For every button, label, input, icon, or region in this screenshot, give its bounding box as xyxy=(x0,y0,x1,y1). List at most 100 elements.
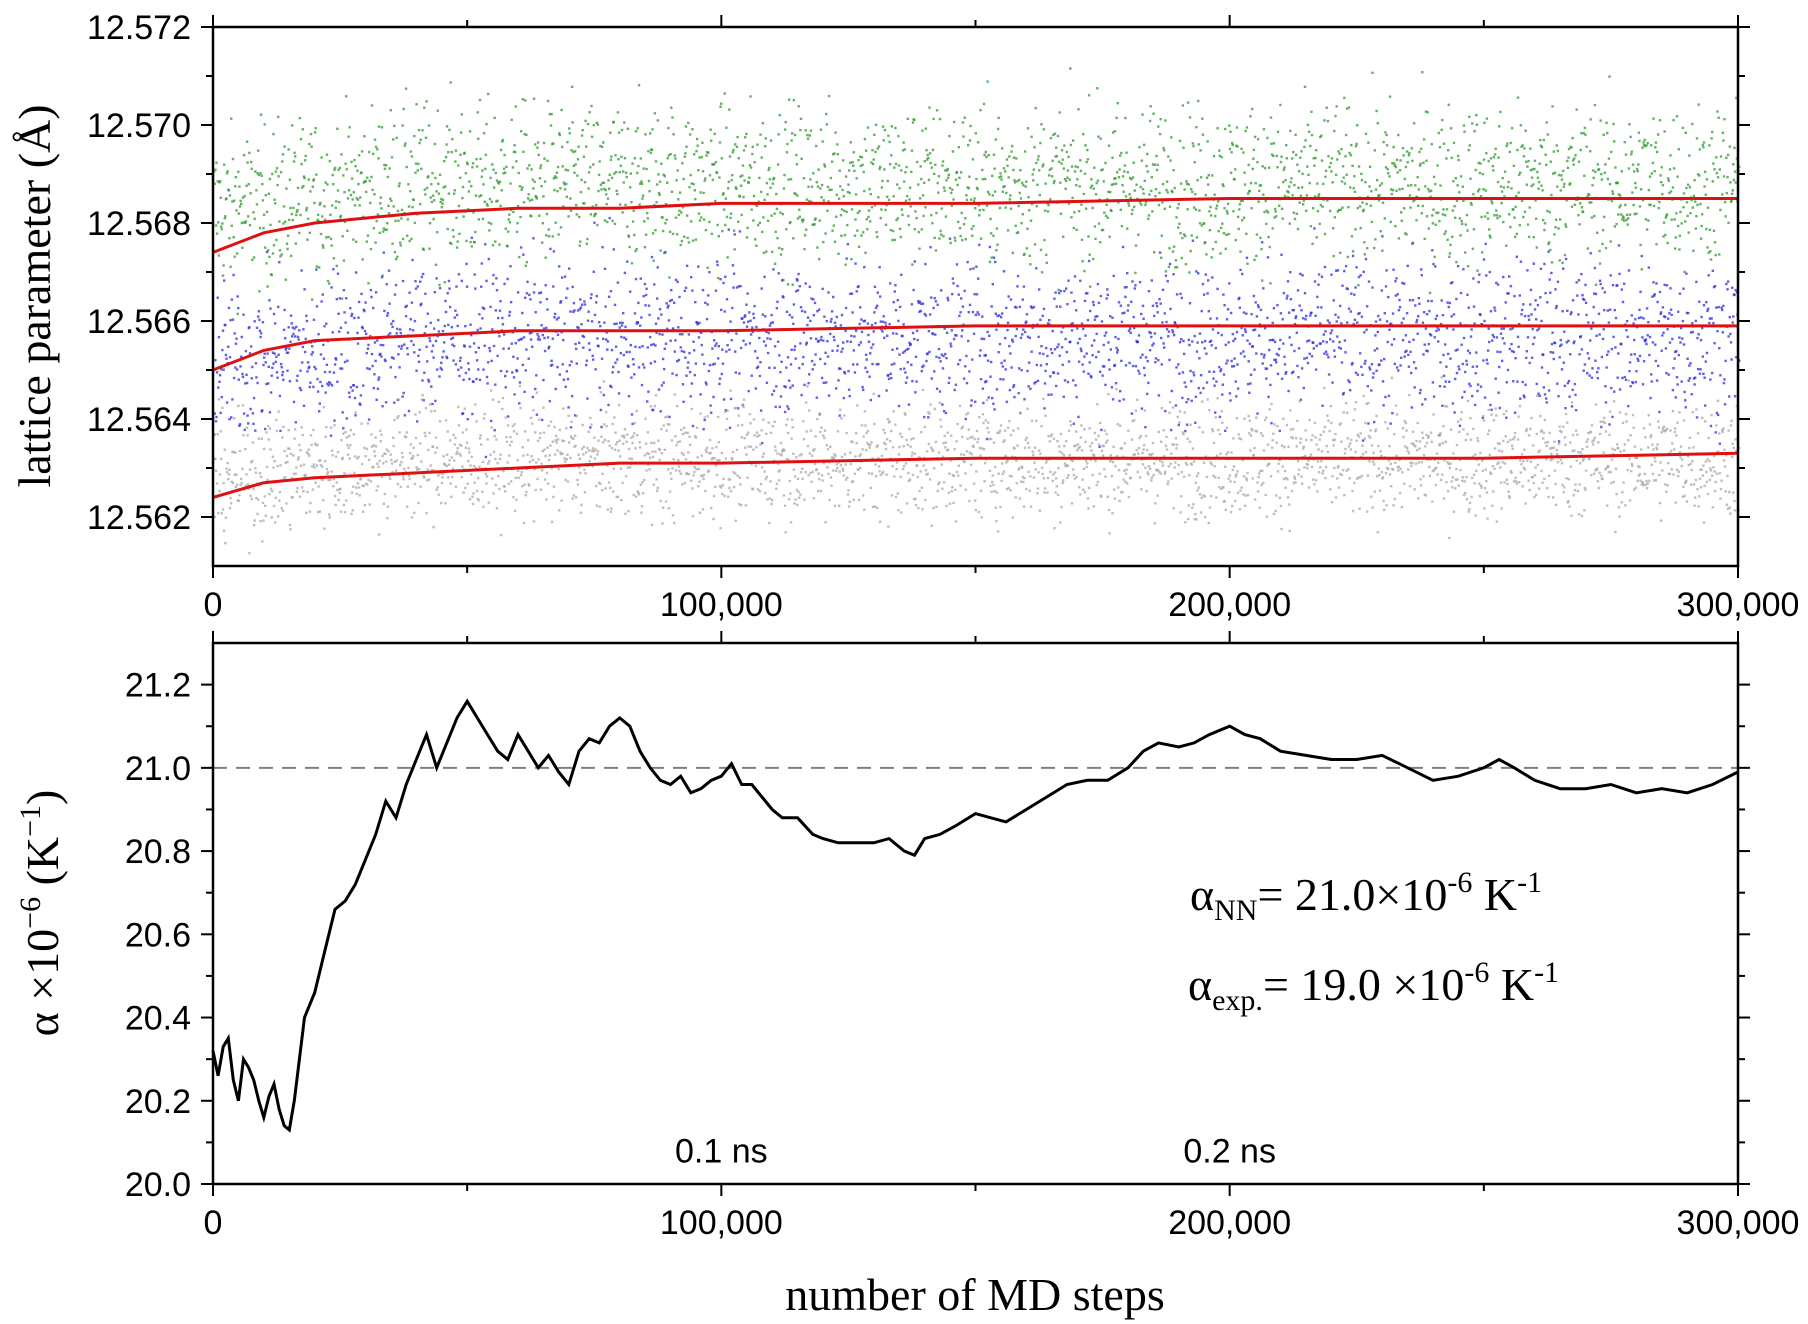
series-0-point xyxy=(296,186,300,190)
series-1-point xyxy=(1171,331,1175,334)
series-1-point xyxy=(670,288,673,292)
series-0-point xyxy=(979,237,983,240)
series-0-point xyxy=(1530,184,1533,188)
series-0-point xyxy=(1652,204,1656,208)
series-1-point xyxy=(349,386,353,389)
series-0-point xyxy=(860,234,863,237)
series-1-point xyxy=(1027,385,1030,388)
series-1-point xyxy=(942,410,946,413)
series-1-point xyxy=(320,300,323,303)
series-1-point xyxy=(814,353,817,356)
series-0-point xyxy=(694,238,698,241)
series-0-point xyxy=(588,111,591,114)
series-1-point xyxy=(619,351,622,355)
series-0-point xyxy=(303,159,307,162)
series-1-point xyxy=(670,298,674,302)
series-0-point xyxy=(670,106,673,109)
series-1-point xyxy=(1239,268,1242,272)
series-1-point xyxy=(427,378,430,382)
series-0-point xyxy=(1622,216,1625,219)
series-0-point xyxy=(380,126,384,129)
series-0-point xyxy=(1310,133,1314,137)
series-1-point xyxy=(1149,331,1152,335)
series-0-point xyxy=(766,219,770,223)
series-1-point xyxy=(974,400,977,403)
series-0-point xyxy=(1464,251,1467,254)
series-0-point xyxy=(1009,194,1012,197)
series-0-point xyxy=(342,174,345,177)
series-1-point xyxy=(578,308,581,311)
series-0-point xyxy=(646,211,649,215)
series-0-point xyxy=(1305,194,1308,197)
series-1-point xyxy=(728,426,732,429)
series-0-point xyxy=(1604,163,1607,166)
series-0-point xyxy=(225,197,228,200)
series-0-point xyxy=(304,154,307,158)
series-1-point xyxy=(1499,332,1503,335)
series-1-point xyxy=(741,317,744,320)
series-1-point xyxy=(1207,310,1210,313)
series-0-point xyxy=(1028,209,1031,212)
series-0-point xyxy=(741,164,745,167)
series-0-point xyxy=(951,150,955,153)
series-0-point xyxy=(1147,214,1151,217)
series-0-point xyxy=(412,198,415,201)
series-1-point xyxy=(1168,262,1172,266)
series-1-point xyxy=(1354,286,1357,289)
series-0-point xyxy=(383,167,387,170)
series-0-point xyxy=(611,219,614,223)
series-0-point xyxy=(1401,147,1405,150)
series-0-point xyxy=(395,136,398,140)
series-1-point xyxy=(231,398,234,401)
series-1-point xyxy=(810,359,814,363)
series-0-point xyxy=(1462,199,1465,202)
series-1-point xyxy=(1584,301,1588,304)
series-0-point xyxy=(1168,247,1171,250)
series-0-point xyxy=(908,186,912,189)
series-0-point xyxy=(1176,206,1179,210)
series-1-point xyxy=(877,394,881,398)
series-1-point xyxy=(1117,337,1120,341)
series-0-point xyxy=(235,209,238,212)
series-1-point xyxy=(436,368,439,371)
series-1-point xyxy=(1576,294,1579,297)
series-1-point xyxy=(703,418,706,422)
series-0-point xyxy=(497,182,500,185)
series-0-point xyxy=(1221,222,1224,225)
series-0-point xyxy=(870,161,873,164)
series-0-point xyxy=(1423,237,1426,241)
series-0-point xyxy=(277,115,280,119)
series-0-point xyxy=(481,169,484,172)
series-0-point xyxy=(769,139,773,142)
series-1-point xyxy=(380,276,384,279)
series-1-point xyxy=(1413,386,1416,389)
series-1-point xyxy=(355,385,358,389)
series-1-point xyxy=(1556,280,1560,283)
series-0-point xyxy=(641,197,644,200)
series-0-point xyxy=(1177,226,1180,229)
series-1-point xyxy=(1360,365,1363,369)
series-1-point xyxy=(1025,320,1028,323)
series-1-point xyxy=(1501,337,1504,340)
series-1-point xyxy=(938,390,942,393)
series-0-point xyxy=(899,235,902,239)
series-0-point xyxy=(1265,222,1268,226)
series-1-point xyxy=(1269,364,1273,367)
series-1-point xyxy=(1301,274,1304,277)
series-1-point xyxy=(481,317,484,320)
series-0-point xyxy=(1077,108,1080,111)
series-0-point xyxy=(1119,154,1122,157)
series-0-point xyxy=(293,151,296,154)
series-1-point xyxy=(424,325,428,328)
series-1-point xyxy=(1577,279,1581,282)
series-1-point xyxy=(1378,318,1382,321)
series-0-point xyxy=(1111,131,1115,134)
series-0-point xyxy=(626,127,630,130)
series-0-point xyxy=(1353,190,1357,193)
series-0-point xyxy=(1014,224,1017,227)
series-1-point xyxy=(1232,339,1235,343)
series-0-point xyxy=(927,156,930,160)
series-0-point xyxy=(286,234,290,237)
series-1-point xyxy=(715,342,718,345)
series-1-point xyxy=(289,340,292,343)
